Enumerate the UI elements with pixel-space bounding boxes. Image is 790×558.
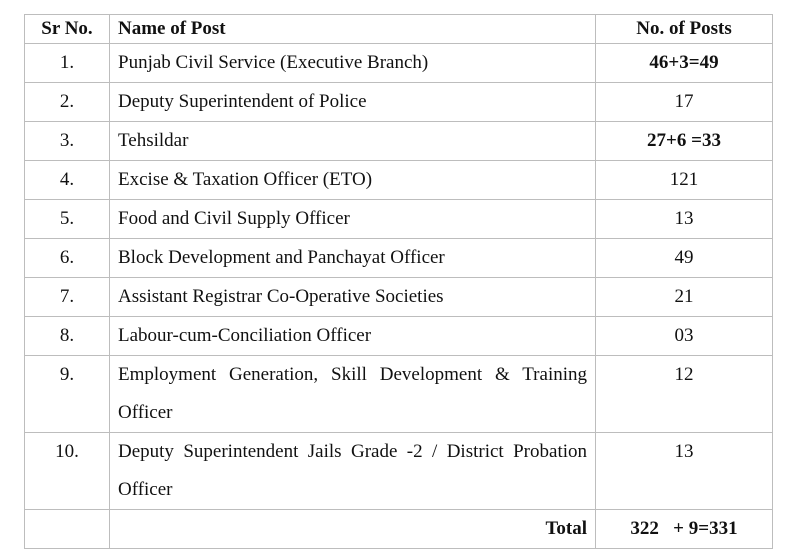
header-sr-no: Sr No. bbox=[24, 14, 110, 44]
table-row: 2. Deputy Superintendent of Police 17 bbox=[24, 82, 773, 122]
sr-no: 4. bbox=[24, 160, 110, 200]
header-name-of-post: Name of Post bbox=[109, 14, 596, 44]
total-value: 322 + 9=331 bbox=[595, 509, 773, 549]
post-count: 46+3=49 bbox=[595, 43, 773, 83]
sr-no: 9. bbox=[24, 355, 110, 433]
post-count: 49 bbox=[595, 238, 773, 278]
post-name: Block Development and Panchayat Officer bbox=[109, 238, 596, 278]
post-name: Labour-cum-Conciliation Officer bbox=[109, 316, 596, 356]
table-row: 4. Excise & Taxation Officer (ETO) 121 bbox=[24, 160, 773, 200]
post-count: 27+6 =33 bbox=[595, 121, 773, 161]
post-name: Deputy Superintendent of Police bbox=[109, 82, 596, 122]
sr-no: 8. bbox=[24, 316, 110, 356]
table-row: 3. Tehsildar 27+6 =33 bbox=[24, 121, 773, 161]
post-name: Assistant Registrar Co-Operative Societi… bbox=[109, 277, 596, 317]
table-row: 10. Deputy Superintendent Jails Grade -2… bbox=[24, 432, 773, 510]
sr-no: 2. bbox=[24, 82, 110, 122]
sr-no: 6. bbox=[24, 238, 110, 278]
table-row: 7. Assistant Registrar Co-Operative Soci… bbox=[24, 277, 773, 317]
post-count: 17 bbox=[595, 82, 773, 122]
post-name: Tehsildar bbox=[109, 121, 596, 161]
post-count: 12 bbox=[595, 355, 773, 433]
post-count: 121 bbox=[595, 160, 773, 200]
posts-table: Sr No. Name of Post No. of Posts 1. Punj… bbox=[24, 14, 773, 549]
post-count: 13 bbox=[595, 432, 773, 510]
sr-no: 10. bbox=[24, 432, 110, 510]
total-label: Total bbox=[109, 509, 596, 549]
header-row: Sr No. Name of Post No. of Posts bbox=[24, 14, 773, 44]
post-count: 03 bbox=[595, 316, 773, 356]
sr-no: 1. bbox=[24, 43, 110, 83]
post-count: 13 bbox=[595, 199, 773, 239]
sr-no: 5. bbox=[24, 199, 110, 239]
post-count: 21 bbox=[595, 277, 773, 317]
table-row: 9. Employment Generation, Skill Developm… bbox=[24, 355, 773, 433]
total-row: Total 322 + 9=331 bbox=[24, 509, 773, 549]
table-row: 8. Labour-cum-Conciliation Officer 03 bbox=[24, 316, 773, 356]
post-name: Punjab Civil Service (Executive Branch) bbox=[109, 43, 596, 83]
post-name: Employment Generation, Skill Development… bbox=[109, 355, 596, 433]
table-row: 5. Food and Civil Supply Officer 13 bbox=[24, 199, 773, 239]
table-row: 6. Block Development and Panchayat Offic… bbox=[24, 238, 773, 278]
post-name: Food and Civil Supply Officer bbox=[109, 199, 596, 239]
header-no-of-posts: No. of Posts bbox=[595, 14, 773, 44]
sr-no: 7. bbox=[24, 277, 110, 317]
post-name: Excise & Taxation Officer (ETO) bbox=[109, 160, 596, 200]
post-name: Deputy Superintendent Jails Grade -2 / D… bbox=[109, 432, 596, 510]
total-sr-empty bbox=[24, 509, 110, 549]
sr-no: 3. bbox=[24, 121, 110, 161]
table-row: 1. Punjab Civil Service (Executive Branc… bbox=[24, 43, 773, 83]
